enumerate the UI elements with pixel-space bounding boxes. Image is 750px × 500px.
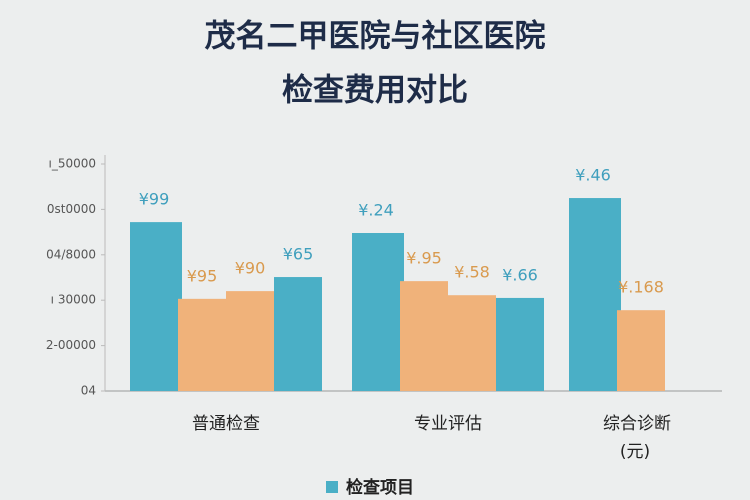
x-tick-label: 普通检查 [192,414,260,434]
unit-note: (元) [620,442,650,462]
x-tick-label: 综合诊断 [603,414,671,434]
y-tick-label: ı 30000 [51,293,96,307]
data-label: ¥.66 [502,265,538,284]
bar [617,310,665,391]
data-label: ¥.95 [406,249,442,268]
bar [569,198,621,391]
data-label: ¥.24 [358,201,394,220]
data-label: ¥65 [283,245,314,264]
bar [130,222,182,391]
bar [496,297,544,391]
x-tick-label: 专业评估 [414,414,482,434]
data-label: ¥95 [187,266,218,285]
data-label: ¥90 [235,259,266,278]
y-tick-label: 04/8000 [46,247,96,261]
legend-label: 检查项目 [346,477,414,498]
bar [448,295,496,391]
bar [352,233,404,391]
bar [274,277,322,391]
y-tick-label: 2-00000 [46,338,96,352]
data-label: ¥.58 [454,263,490,282]
bar [178,298,226,391]
data-label: ¥.168 [618,278,664,297]
chart-title: 茂名二甲医院与社区医院 [205,19,546,55]
y-tick-label: 04 [81,384,96,398]
chart-title: 检查费用对比 [282,73,468,109]
bar [400,281,448,391]
data-label: ¥.46 [575,166,611,185]
legend-swatch [326,481,338,493]
bar [226,291,274,391]
y-tick-label: ı_50000 [48,157,96,171]
y-tick-label: 0st0000 [47,202,96,216]
data-label: ¥99 [139,190,170,209]
